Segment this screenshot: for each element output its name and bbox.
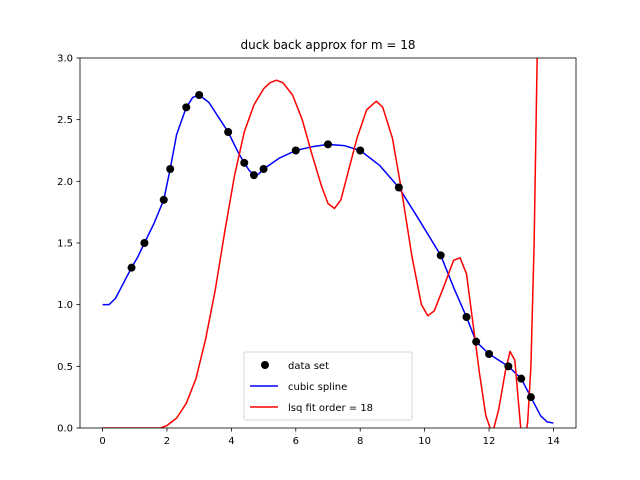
- data-point: [240, 158, 249, 167]
- legend-label: lsq fit order = 18: [288, 403, 373, 414]
- x-tick-label: 12: [483, 436, 496, 447]
- legend-label: cubic spline: [288, 382, 347, 393]
- legend-label: data set: [288, 361, 329, 372]
- y-tick-label: 2.0: [57, 177, 73, 188]
- data-point: [140, 239, 149, 247]
- x-tick-label: 14: [547, 436, 560, 447]
- legend-box: [243, 351, 413, 421]
- data-point: [504, 362, 513, 371]
- y-tick-label: 1.5: [57, 239, 73, 250]
- data-point: [182, 103, 191, 112]
- series-line-lsq-fit-order-18: [102, 58, 538, 428]
- x-tick-label: 2: [164, 436, 170, 447]
- legend: data set cubic spline lsq fit order = 18: [243, 351, 413, 421]
- legend-marker: [261, 361, 269, 369]
- y-tick-label: 3.0: [57, 54, 73, 65]
- data-point: [249, 171, 258, 180]
- data-point: [224, 128, 233, 136]
- axes: 0 2 4 6 8 10 12 14 0.0 0.5 1.0 1.5 2.0 2.5 3.0: [57, 54, 560, 448]
- data-point: [166, 165, 175, 173]
- data-point: [195, 91, 204, 99]
- y-tick-label: 1.0: [57, 300, 73, 311]
- data-point: [356, 146, 365, 155]
- data-point: [127, 263, 136, 272]
- data-point: [517, 374, 526, 383]
- x-tick-label: 8: [357, 436, 363, 447]
- data-point: [462, 313, 471, 321]
- data-point: [291, 146, 300, 155]
- data-point: [324, 140, 332, 149]
- data-point: [526, 393, 535, 402]
- data-point: [472, 337, 481, 346]
- x-tick-label: 0: [99, 436, 105, 447]
- plot-area: [102, 58, 554, 428]
- y-tick-label: 0.0: [57, 424, 73, 435]
- x-tick-label: 4: [228, 436, 234, 447]
- data-point: [436, 251, 445, 260]
- data-point: [159, 195, 168, 204]
- chart-title: duck back approx for m = 18: [240, 38, 415, 52]
- y-tick-label: 2.5: [57, 115, 73, 126]
- x-tick-label: 10: [418, 436, 431, 447]
- data-point: [485, 350, 494, 358]
- y-tick-label: 0.5: [57, 362, 73, 373]
- data-point: [394, 183, 403, 192]
- x-tick-label: 6: [293, 436, 299, 447]
- data-point: [259, 165, 268, 173]
